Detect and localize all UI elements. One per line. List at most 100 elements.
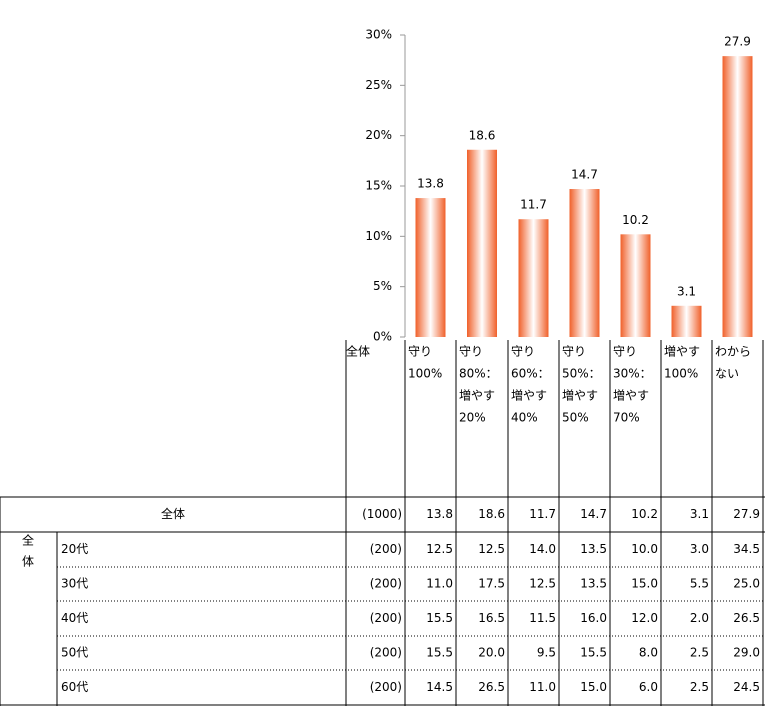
column-header: 増やす [562,389,598,403]
cell-value: 11.7 [529,507,556,521]
data-label: 18.6 [469,128,496,142]
cell-value: 25.0 [733,577,760,591]
row-label: 60代 [61,680,88,694]
cell-value: 24.5 [733,680,760,694]
column-header: 40% [511,411,538,425]
row-n: (200) [370,542,402,556]
column-header: 守り [511,345,535,359]
bar [569,189,600,337]
y-tick-label: 15% [365,179,392,193]
cell-value: 12.5 [529,577,556,591]
cell-value: 15.0 [631,577,658,591]
bar [467,149,497,337]
cell-value: 11.5 [529,611,556,625]
cell-value: 29.0 [733,646,760,660]
cell-value: 11.0 [529,680,556,694]
cell-value: 12.5 [478,542,505,556]
cell-value: 14.7 [580,507,607,521]
bar [518,219,549,337]
column-header: 100% [408,367,442,381]
cell-value: 10.2 [631,507,658,521]
bar [415,198,446,337]
y-tick-label: 20% [365,128,392,142]
cell-value: 2.0 [690,611,709,625]
cell-value: 18.6 [478,507,505,521]
row-n: (200) [370,680,402,694]
cell-value: 13.8 [426,507,453,521]
data-label: 10.2 [622,213,649,227]
cell-value: 12.0 [631,611,658,625]
row-n: (1000) [362,507,402,521]
column-header: 20% [459,411,486,425]
column-header: 80%： [459,367,498,381]
y-tick-label: 5% [373,279,392,293]
row-n: (200) [370,646,402,660]
column-header: 増やす [613,389,649,403]
column-header: 100% [664,367,698,381]
cell-value: 2.5 [690,646,709,660]
cell-value: 3.0 [690,542,709,556]
row-n: (200) [370,577,402,591]
column-header: 増やす [459,389,495,403]
bar [671,305,702,337]
cell-value: 20.0 [478,646,505,660]
column-header: 60%： [511,367,550,381]
cell-value: 27.9 [733,507,760,521]
group-label: 全 [22,533,34,548]
cell-value: 5.5 [690,577,709,591]
cell-value: 6.0 [639,680,658,694]
column-header: 増やす [664,345,700,359]
row-label: 全体 [161,506,185,521]
row-label: 30代 [61,577,88,591]
y-tick-label: 0% [373,330,392,344]
row-label: 20代 [61,542,88,556]
cell-value: 13.5 [580,542,607,556]
cell-value: 9.5 [537,646,556,660]
cell-value: 14.5 [426,680,453,694]
column-header: 守り [408,345,432,359]
row-n: (200) [370,611,402,625]
data-label: 11.7 [520,198,547,212]
y-tick-label: 10% [365,229,392,243]
column-header: 30%： [613,367,652,381]
column-header: ない [715,367,739,381]
data-label: 13.8 [417,177,444,191]
cell-value: 11.0 [426,577,453,591]
cell-value: 15.5 [580,646,607,660]
cell-value: 34.5 [733,542,760,556]
cell-value: 14.0 [529,542,556,556]
column-header: 守り [459,345,483,359]
column-header: 守り [562,345,586,359]
cell-value: 16.0 [580,611,607,625]
cell-value: 2.5 [690,680,709,694]
column-header: 50%： [562,367,601,381]
group-label: 体 [22,555,34,569]
y-tick-label: 25% [365,78,392,92]
column-header: 50% [562,411,589,425]
cell-value: 12.5 [426,542,453,556]
cell-value: 15.5 [426,646,453,660]
y-tick-label: 30% [365,28,392,42]
bar [722,56,753,337]
cell-value: 17.5 [478,577,505,591]
cell-value: 15.5 [426,611,453,625]
data-label: 14.7 [571,168,598,182]
row-label: 50代 [61,646,88,660]
cell-value: 13.5 [580,577,607,591]
data-label: 3.1 [677,284,696,298]
bar [620,234,651,337]
cell-value: 26.5 [733,611,760,625]
data-label: 27.9 [724,35,751,49]
column-header: 70% [613,411,640,425]
cell-value: 10.0 [631,542,658,556]
cell-value: 16.5 [478,611,505,625]
column-header: わから [715,345,751,359]
row-label: 40代 [61,611,88,625]
cell-value: 15.0 [580,680,607,694]
cell-value: 3.1 [690,507,709,521]
cell-value: 26.5 [478,680,505,694]
cell-value: 8.0 [639,646,658,660]
column-header: 守り [613,345,637,359]
total-header: 全体 [346,344,370,359]
